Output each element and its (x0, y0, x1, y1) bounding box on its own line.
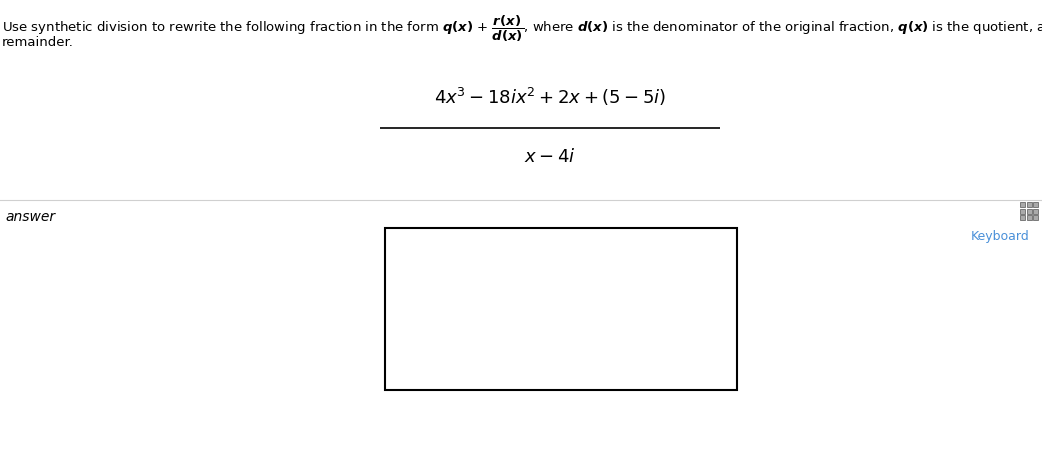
Bar (1033, 208, 1038, 213)
Text: $x - 4i$: $x - 4i$ (524, 148, 576, 166)
Text: Keyboard: Keyboard (971, 230, 1029, 243)
Bar (1033, 202, 1038, 207)
Text: Use synthetic division to rewrite the following fraction in the form $\boldsymbo: Use synthetic division to rewrite the fo… (2, 14, 1042, 44)
Bar (1020, 215, 1025, 220)
Text: remainder.: remainder. (2, 36, 74, 49)
Bar (1026, 208, 1032, 213)
Bar (1026, 215, 1032, 220)
Text: answer: answer (5, 210, 55, 224)
Bar (1020, 202, 1025, 207)
Bar (1026, 202, 1032, 207)
Bar (1033, 215, 1038, 220)
Bar (384, 228, 737, 390)
Text: $4x^3 - 18ix^2 + 2x + (5 - 5i)$: $4x^3 - 18ix^2 + 2x + (5 - 5i)$ (433, 86, 666, 108)
Bar (1020, 208, 1025, 213)
